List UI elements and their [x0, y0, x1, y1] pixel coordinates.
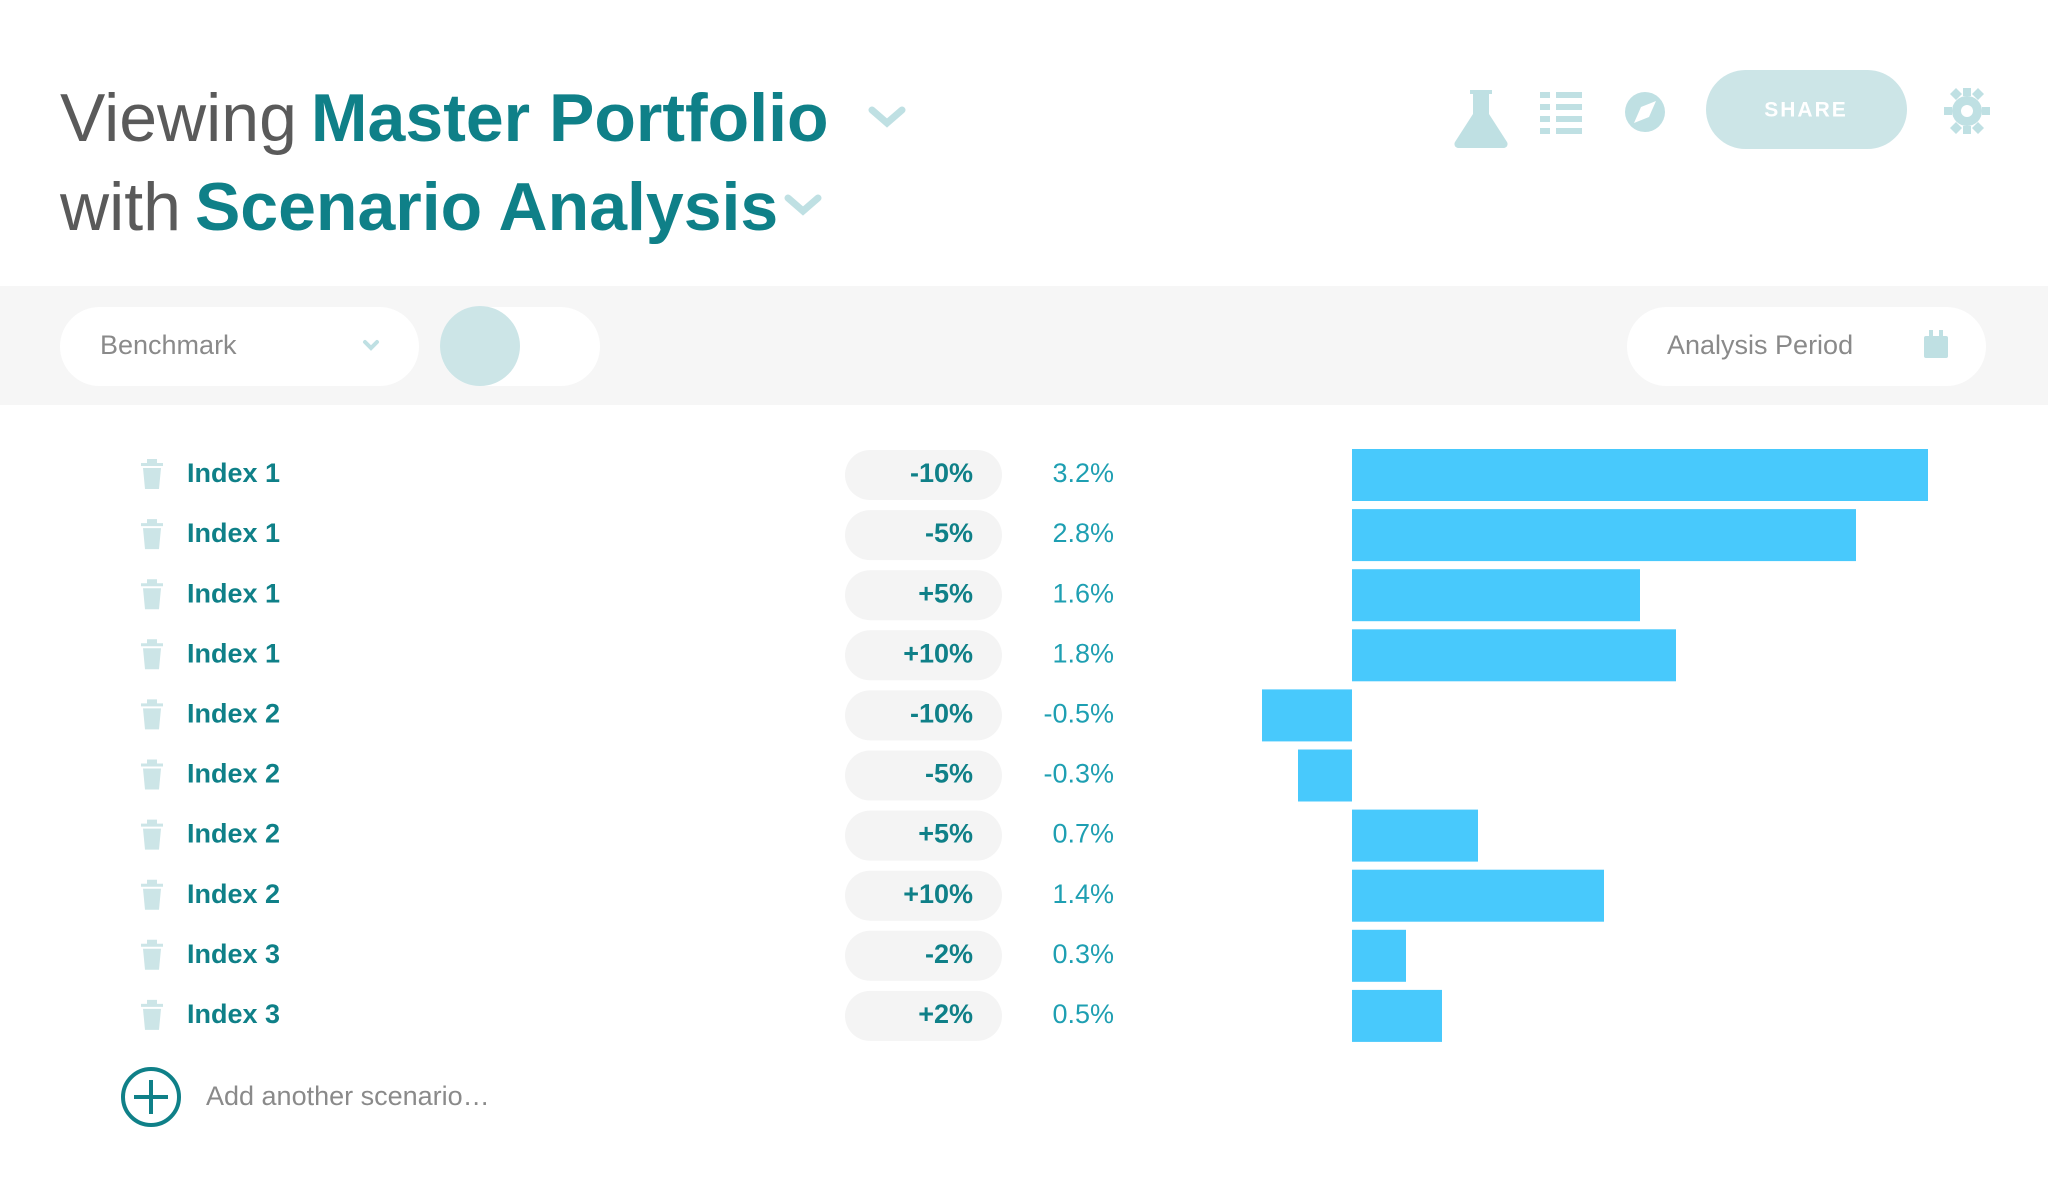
scenario-name: Index 3 [187, 939, 280, 969]
delete-icon[interactable] [141, 699, 163, 730]
delete-icon[interactable] [141, 819, 163, 850]
share-button[interactable] [1706, 70, 1907, 149]
shock-pill[interactable] [845, 450, 1002, 500]
shock-pill[interactable] [845, 510, 1002, 561]
result-label: -0.5% [1043, 699, 1114, 729]
scenario-name: Index 3 [187, 999, 280, 1029]
scenario-name: Index 1 [187, 518, 280, 548]
result-bar [1352, 629, 1676, 682]
toolbar-icons [1454, 70, 1990, 149]
shock-value: +5% [918, 819, 973, 849]
result-bar [1352, 929, 1406, 982]
result-label: 1.8% [1052, 638, 1114, 668]
shock-pill[interactable] [845, 930, 1002, 981]
result-bar [1352, 509, 1856, 562]
period-select[interactable] [1627, 307, 1986, 386]
shock-pill[interactable] [845, 870, 1002, 921]
add-button[interactable] [121, 1067, 181, 1127]
title-prefix: with [59, 169, 181, 245]
analysis-name[interactable]: Scenario Analysis [195, 169, 778, 245]
result-bar [1352, 809, 1478, 862]
delete-icon[interactable] [141, 999, 163, 1030]
lab-icon[interactable] [1454, 90, 1508, 148]
explore-icon[interactable] [1625, 92, 1665, 132]
shock-value: +10% [903, 638, 973, 668]
settings-icon[interactable] [1944, 88, 1990, 134]
analysis-chevron[interactable] [784, 194, 822, 216]
scenario-name: Index 2 [187, 819, 280, 849]
title-line-1: Viewing Master Portfolio [60, 80, 829, 156]
result-label: -0.3% [1043, 759, 1114, 789]
delete-icon[interactable] [141, 939, 163, 970]
shock-pill[interactable] [845, 690, 1002, 741]
result-label: 0.3% [1052, 939, 1114, 969]
scenario-name: Index 2 [187, 699, 280, 729]
calendar-icon [1924, 330, 1948, 358]
result-bar [1262, 689, 1352, 742]
period-label: Analysis Period [1667, 330, 1853, 360]
delete-icon[interactable] [141, 879, 163, 910]
benchmark-label: Benchmark [100, 330, 237, 360]
result-label: 1.4% [1052, 879, 1114, 909]
list-icon[interactable] [1540, 92, 1582, 134]
benchmark-chevron [363, 340, 379, 351]
scenario-list: Index 1 -10% 3.2% Index 1 -5% 2.8% Index 1 +5% 1… [141, 449, 1928, 1042]
add-label[interactable]: Add another scenario… [206, 1081, 490, 1111]
delete-icon[interactable] [141, 639, 163, 670]
result-bar [1352, 569, 1640, 622]
delete-icon[interactable] [141, 579, 163, 610]
title-line-2: with Scenario Analysis [59, 169, 778, 245]
scenario-name: Index 1 [187, 578, 280, 608]
scenario-name: Index 1 [187, 458, 280, 488]
result-label: 2.8% [1052, 518, 1114, 548]
shock-value: -2% [925, 939, 973, 969]
result-label: 0.7% [1052, 819, 1114, 849]
benchmark-select[interactable] [60, 307, 419, 386]
shock-value: -5% [925, 518, 973, 548]
shock-value: +5% [918, 578, 973, 608]
toggle-knob [440, 306, 520, 386]
result-bar [1352, 989, 1442, 1042]
scenario-name: Index 1 [187, 638, 280, 668]
shock-pill[interactable] [845, 570, 1002, 621]
scenario-name: Index 2 [187, 879, 280, 909]
result-bar [1298, 749, 1352, 802]
shock-pill[interactable] [845, 750, 1002, 801]
result-bar [1352, 869, 1604, 922]
shock-value: -10% [910, 458, 973, 488]
shock-value: -5% [925, 759, 973, 789]
delete-icon[interactable] [141, 759, 163, 790]
result-label: 3.2% [1052, 458, 1114, 488]
scenario-name: Index 2 [187, 759, 280, 789]
add-plus [134, 1080, 168, 1114]
shock-pill[interactable] [845, 810, 1002, 861]
delete-icon[interactable] [141, 459, 163, 489]
shock-value: +10% [903, 879, 973, 909]
shock-value: +2% [918, 999, 973, 1029]
title-prefix: Viewing [60, 80, 297, 156]
result-label: 1.6% [1052, 578, 1114, 608]
result-label: 0.5% [1052, 999, 1114, 1029]
shock-value: -10% [910, 699, 973, 729]
share-label: SHARE [1764, 99, 1848, 122]
result-bar [1352, 449, 1928, 501]
shock-pill[interactable] [845, 630, 1002, 681]
portfolio-chevron[interactable] [868, 106, 906, 128]
delete-icon[interactable] [141, 519, 163, 550]
portfolio-name[interactable]: Master Portfolio [311, 80, 829, 156]
shock-pill[interactable] [845, 990, 1002, 1041]
